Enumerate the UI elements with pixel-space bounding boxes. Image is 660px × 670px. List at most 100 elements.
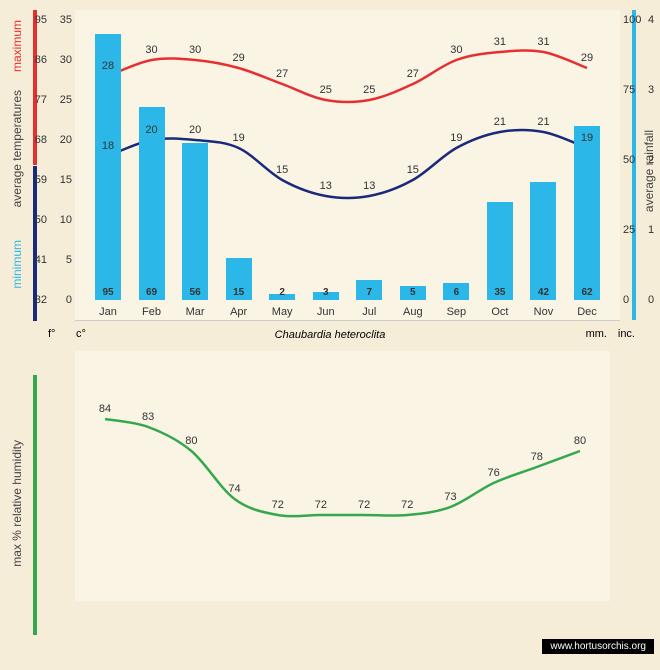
mm-tick: 0	[623, 294, 629, 306]
rain-value: 6	[443, 287, 469, 298]
site-footer: www.hortusorchis.org	[542, 639, 654, 654]
tmin-value: 19	[226, 132, 252, 144]
tmin-value: 15	[400, 164, 426, 176]
tmax-value: 30	[139, 44, 165, 56]
month-label: Jul	[351, 306, 387, 318]
c-tick: 15	[60, 174, 72, 186]
tmin-value: 18	[95, 140, 121, 152]
humidity-value: 80	[179, 435, 203, 447]
humidity-value: 72	[352, 499, 376, 511]
month-label: Feb	[134, 306, 170, 318]
in-tick: 3	[648, 84, 654, 96]
humidity-value: 73	[438, 491, 462, 503]
humidity-value: 72	[395, 499, 419, 511]
tmax-value: 28	[95, 60, 121, 72]
rain-bar	[95, 34, 121, 300]
month-label: Nov	[525, 306, 561, 318]
f-tick: 95	[35, 14, 47, 26]
month-label: Dec	[569, 306, 605, 318]
tmin-value: 20	[182, 124, 208, 136]
month-label: Sep	[438, 306, 474, 318]
label-rainfall: average rainfall	[642, 130, 656, 212]
humidity-chart: 848380747272727273767880	[75, 351, 610, 601]
month-label: May	[264, 306, 300, 318]
tmin-value: 20	[139, 124, 165, 136]
c-tick: 25	[60, 94, 72, 106]
c-tick: 5	[66, 254, 72, 266]
c-tick: 35	[60, 14, 72, 26]
unit-in: inc.	[618, 328, 635, 340]
tmin-value: 19	[574, 132, 600, 144]
humidity-value: 80	[568, 435, 592, 447]
tmax-value: 31	[530, 36, 556, 48]
tmax-value: 30	[182, 44, 208, 56]
tmax-value: 29	[574, 52, 600, 64]
in-tick: 2	[648, 154, 654, 166]
rain-value: 95	[95, 287, 121, 298]
tmin-value: 21	[530, 116, 556, 128]
f-tick: 41	[35, 254, 47, 266]
tmax-value: 25	[313, 84, 339, 96]
unit-f: f°	[48, 328, 55, 340]
rain-value: 69	[139, 287, 165, 298]
month-label: Jan	[90, 306, 126, 318]
rain-bar	[530, 182, 556, 300]
label-humidity: max % relative humidity	[10, 440, 24, 567]
c-tick: 20	[60, 134, 72, 146]
month-label: Jun	[308, 306, 344, 318]
rain-value: 3	[313, 287, 339, 298]
mm-tick: 50	[623, 154, 635, 166]
f-tick: 32	[35, 294, 47, 306]
unit-mm: mm.	[586, 328, 607, 340]
in-tick: 4	[648, 14, 654, 26]
rain-value: 7	[356, 287, 382, 298]
hum-axis-bar	[33, 375, 37, 635]
month-label: Apr	[221, 306, 257, 318]
tmax-value: 25	[356, 84, 382, 96]
rain-value: 62	[574, 287, 600, 298]
c-tick: 0	[66, 294, 72, 306]
rain-value: 15	[226, 287, 252, 298]
rain-value: 42	[530, 287, 556, 298]
label-maximum: maximum	[10, 20, 24, 72]
c-tick: 10	[60, 214, 72, 226]
tmin-value: 13	[356, 180, 382, 192]
month-label: Aug	[395, 306, 431, 318]
f-tick: 59	[35, 174, 47, 186]
month-label: Mar	[177, 306, 213, 318]
humidity-value: 84	[93, 403, 117, 415]
in-tick: 1	[648, 224, 654, 236]
rain-value: 5	[400, 287, 426, 298]
unit-c: c°	[76, 328, 86, 340]
humidity-value: 83	[136, 411, 160, 423]
month-label: Oct	[482, 306, 518, 318]
f-tick: 77	[35, 94, 47, 106]
mm-tick: 25	[623, 224, 635, 236]
rain-bar	[182, 143, 208, 300]
rain-value: 35	[487, 287, 513, 298]
tmax-value: 27	[269, 68, 295, 80]
f-tick: 68	[35, 134, 47, 146]
tmax-value: 27	[400, 68, 426, 80]
humidity-value: 72	[266, 499, 290, 511]
label-minimum: minimum	[10, 240, 24, 289]
tmin-value: 19	[443, 132, 469, 144]
mm-tick: 100	[623, 14, 641, 26]
mm-tick: 75	[623, 84, 635, 96]
rain-value: 2	[269, 287, 295, 298]
tmin-value: 13	[313, 180, 339, 192]
rain-value: 56	[182, 287, 208, 298]
tmax-value: 29	[226, 52, 252, 64]
climate-chart: 0255075100012340510152025303532415059687…	[75, 10, 620, 321]
c-tick: 30	[60, 54, 72, 66]
label-avg: average temperatures	[10, 90, 24, 207]
tmin-value: 15	[269, 164, 295, 176]
tmax-value: 30	[443, 44, 469, 56]
tmax-value: 31	[487, 36, 513, 48]
humidity-value: 72	[309, 499, 333, 511]
tmin-value: 21	[487, 116, 513, 128]
in-tick: 0	[648, 294, 654, 306]
rain-bar	[574, 126, 600, 300]
species-title: Chaubardia heteroclita	[0, 329, 660, 341]
rain-bar	[487, 202, 513, 300]
